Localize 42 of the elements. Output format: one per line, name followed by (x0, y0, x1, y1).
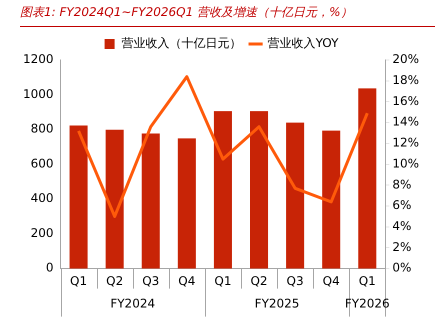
x-tick-label: Q1 (358, 274, 376, 288)
y2-tick-label: 12% (392, 136, 419, 150)
y-tick-label: 200 (30, 226, 54, 240)
x-tick-label: Q4 (322, 274, 340, 288)
x-tick-label: Q3 (286, 274, 304, 288)
bar (250, 111, 268, 269)
y2-tick-label: 0% (392, 260, 412, 275)
legend-label: 营业收入（十亿日元） (122, 36, 242, 50)
y2-tick-label: 18% (392, 72, 419, 87)
x-tick-label: Q2 (250, 274, 268, 288)
y2-tick-label: 20% (392, 52, 419, 66)
bar (70, 126, 88, 269)
x-tick-label: Q2 (106, 274, 124, 288)
y2-tick-label: 8% (392, 177, 412, 192)
x-tick-label: Q3 (142, 274, 160, 288)
y-tick-label: 800 (30, 122, 54, 136)
bar (214, 111, 232, 269)
bar (358, 88, 376, 269)
y-tick-label: 0 (46, 260, 54, 275)
y2-tick-label: 10% (392, 156, 419, 170)
y-tick-label: 1200 (22, 52, 54, 66)
text: FY2026 (344, 296, 390, 311)
bar (142, 134, 160, 269)
y2-tick-label: 6% (392, 198, 412, 212)
chart-title: 图表1: FY2024Q1~FY2026Q1 营收及增速（十亿日元，%） (20, 4, 435, 27)
bar (286, 122, 304, 269)
text: FY2025 (254, 296, 300, 311)
y2-tick-label: 2% (392, 240, 412, 254)
legend-label: 营业收入YOY (268, 36, 340, 50)
bar (178, 138, 196, 269)
y2-tick-label: 16% (392, 94, 419, 108)
x-tick-label: Q1 (214, 274, 232, 288)
x-tick-label: Q4 (178, 274, 196, 288)
bar (322, 130, 340, 269)
bar (106, 130, 124, 269)
text: FY2024 (110, 296, 156, 311)
y2-tick-label: 4% (392, 219, 412, 234)
x-tick-label: Q1 (70, 274, 88, 288)
y-tick-label: 600 (30, 156, 54, 170)
y-tick-label: 400 (30, 191, 54, 206)
y2-tick-label: 14% (392, 114, 419, 129)
y-tick-label: 1000 (22, 86, 54, 101)
